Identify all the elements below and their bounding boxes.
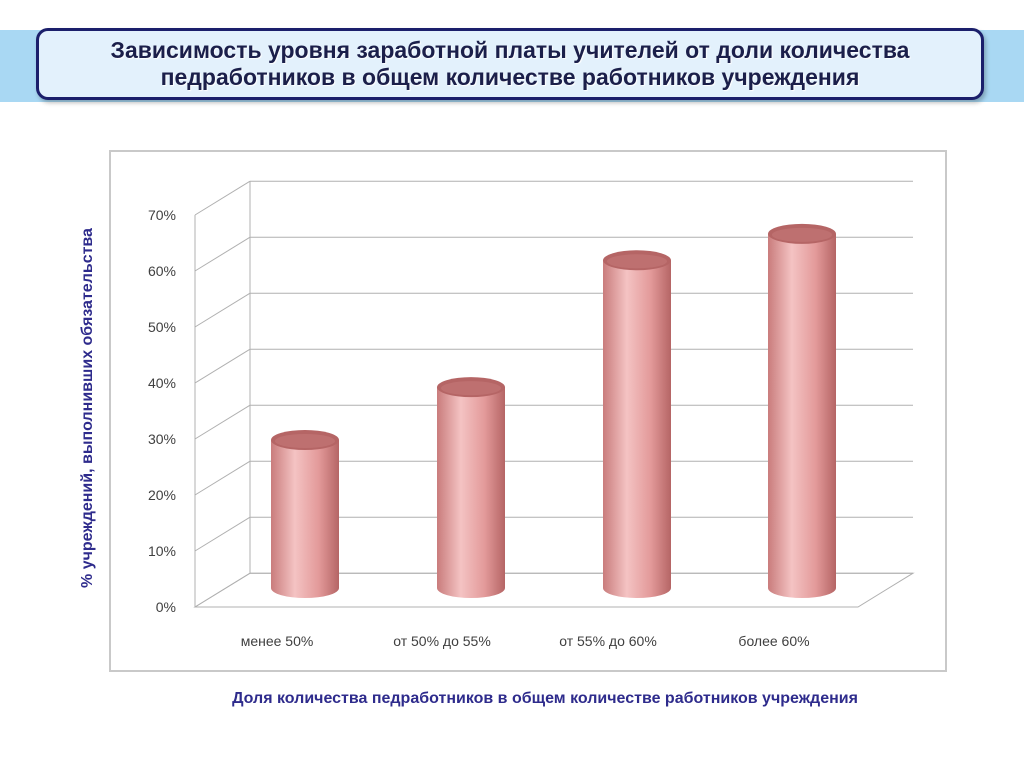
y-tick-label: 0%: [156, 599, 176, 615]
bar: [768, 223, 836, 598]
bar: [603, 250, 671, 598]
gridline-side: [194, 404, 251, 440]
gridline-side: [194, 180, 251, 216]
floor: [193, 572, 915, 608]
gridline-side: [194, 348, 251, 384]
y-tick-label: 70%: [148, 207, 176, 223]
x-tick-label: более 60%: [738, 633, 809, 649]
x-tick-label: от 50% до 55%: [393, 633, 491, 649]
x-tick-label: менее 50%: [241, 633, 314, 649]
x-tick-label: от 55% до 60%: [559, 633, 657, 649]
gridline-side: [194, 516, 251, 552]
page-title: Зависимость уровня заработной платы учит…: [110, 37, 910, 90]
bar: [437, 377, 505, 598]
y-tick-label: 20%: [148, 487, 176, 503]
y-tick-label: 30%: [148, 431, 176, 447]
gridline-side: [194, 460, 251, 496]
y-tick-label: 10%: [148, 543, 176, 559]
x-axis-label: Доля количества педработников в общем ко…: [232, 690, 858, 707]
y-axis-label: % учреждений, выполнивших обязательства: [79, 228, 96, 588]
gridline-side: [194, 292, 251, 328]
gridline-side: [194, 236, 251, 272]
y-tick-label: 60%: [148, 263, 176, 279]
y-tick-label: 50%: [148, 319, 176, 335]
bar: [271, 430, 339, 598]
title-box: Зависимость уровня заработной платы учит…: [36, 28, 984, 100]
y-tick-label: 40%: [148, 375, 176, 391]
